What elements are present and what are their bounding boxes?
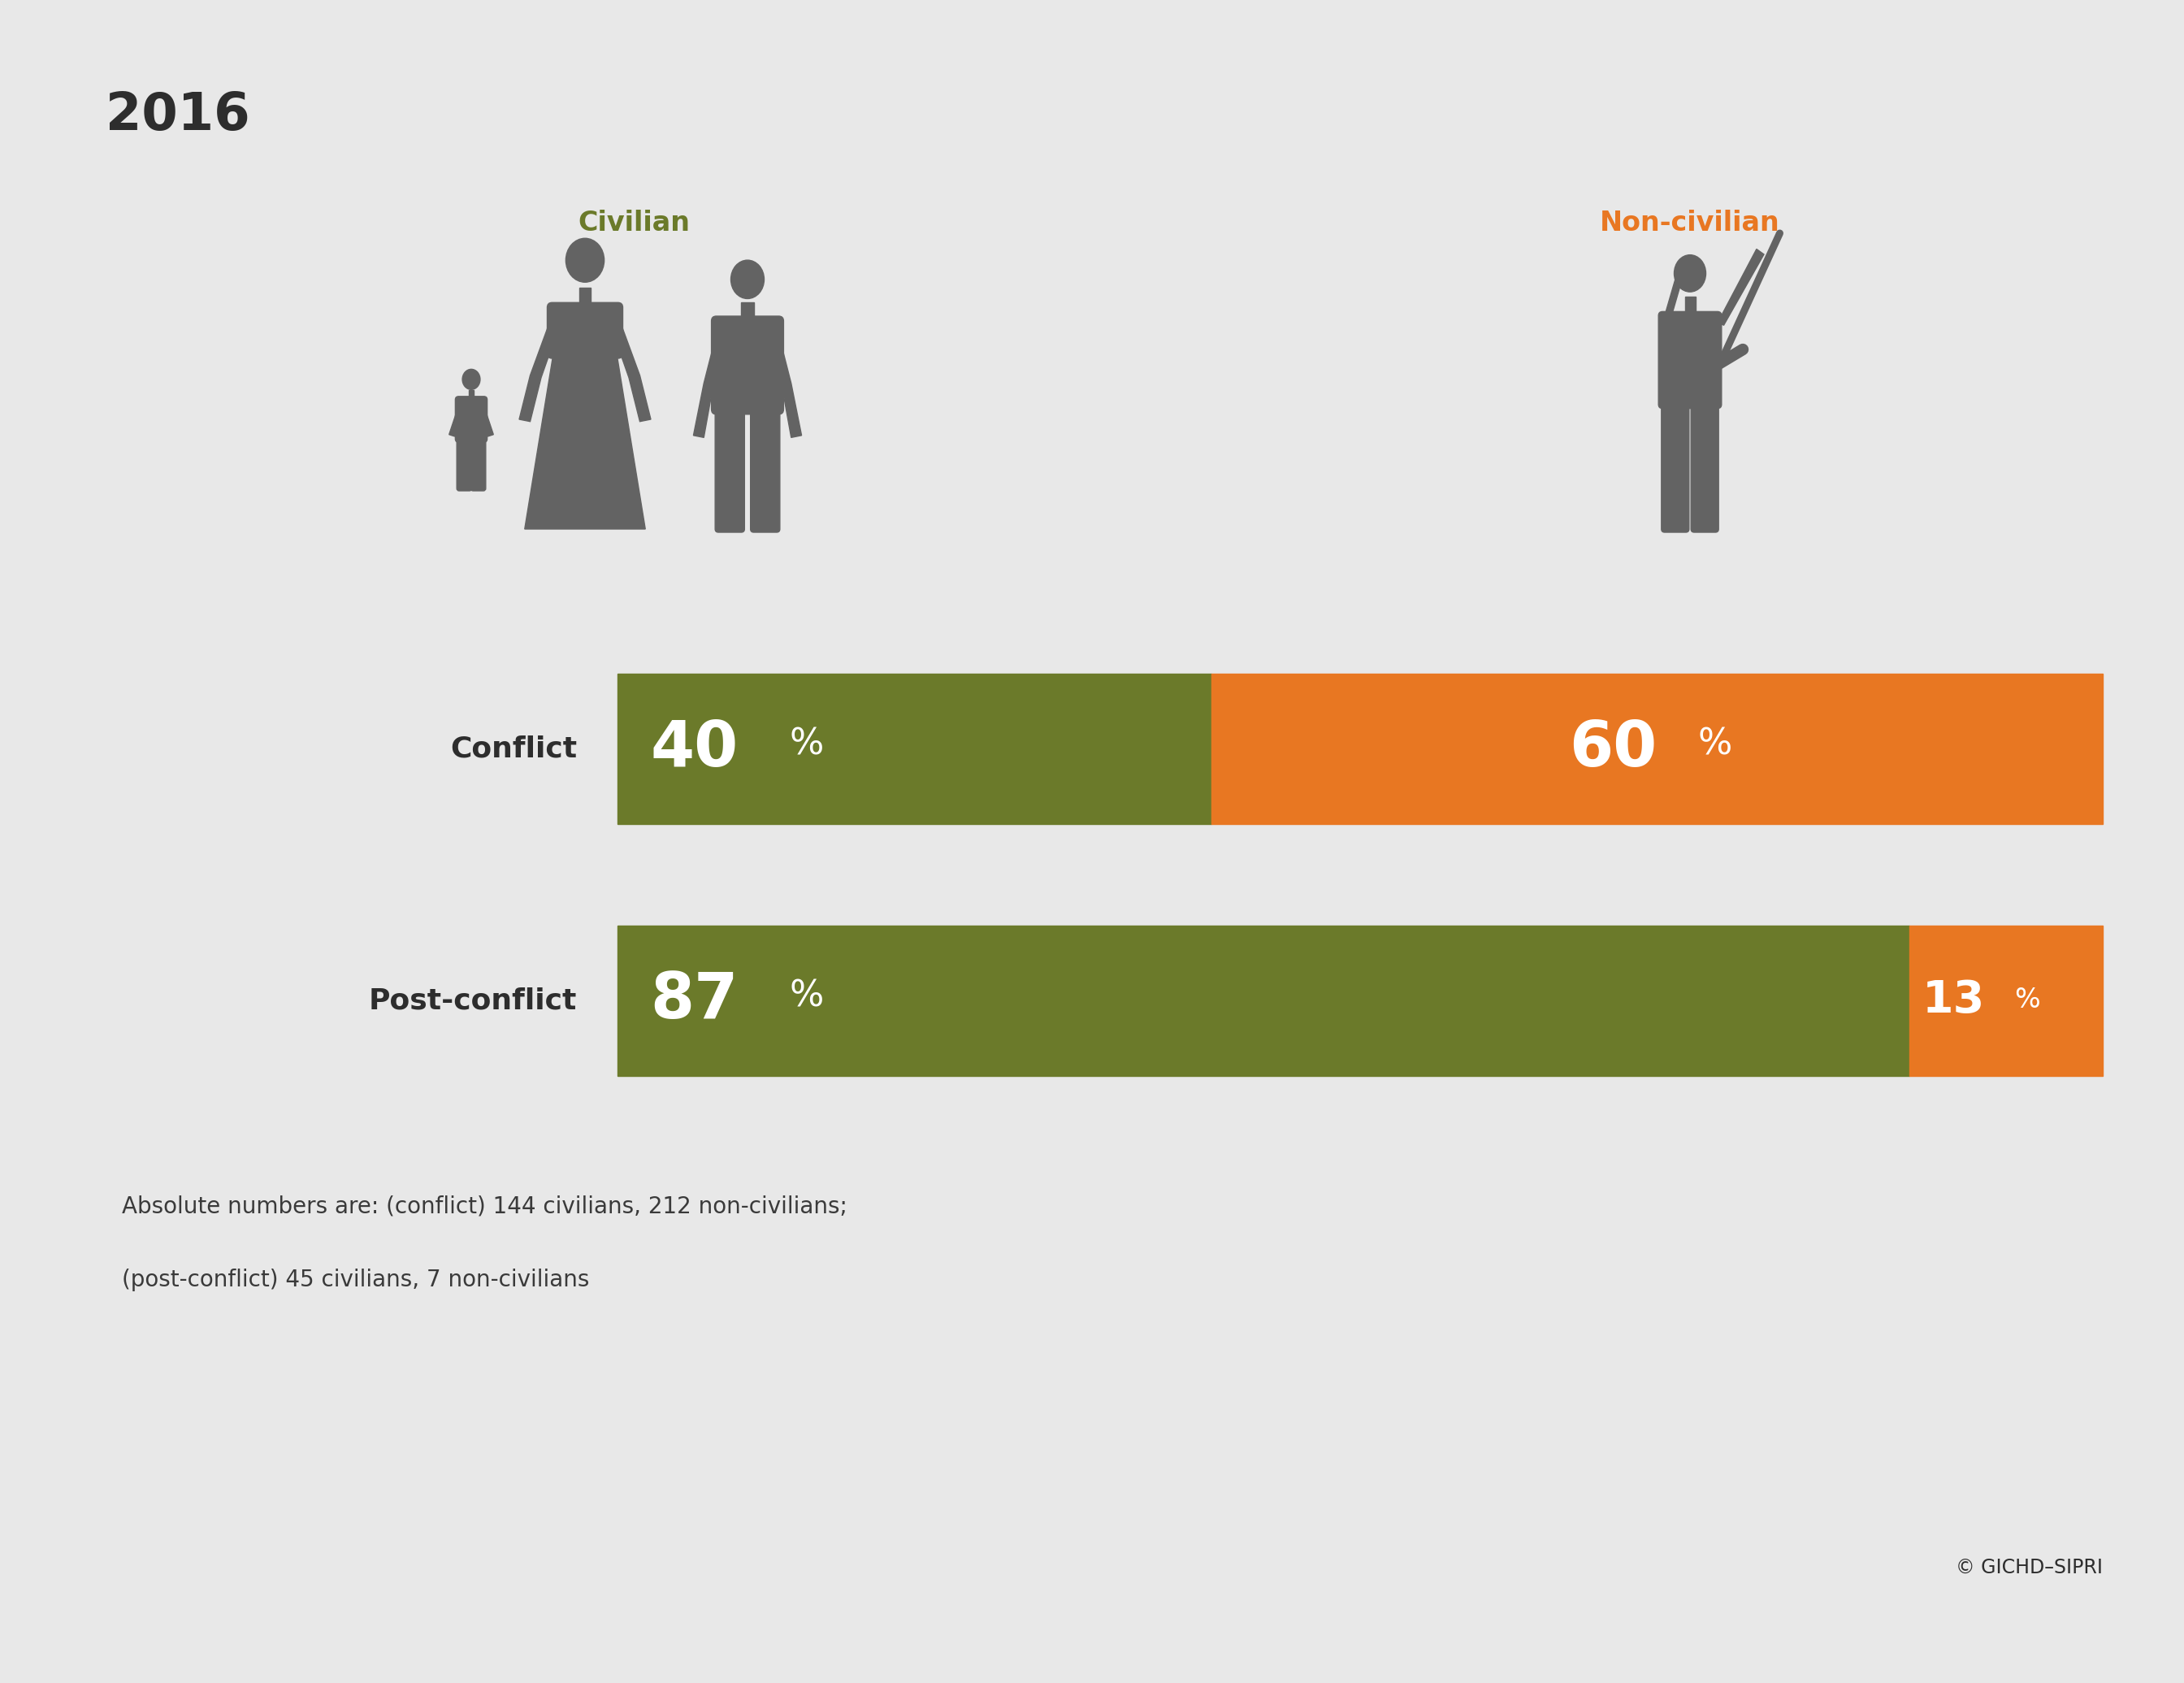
Text: Conflict: Conflict xyxy=(450,735,577,762)
Bar xyxy=(579,288,590,308)
FancyBboxPatch shape xyxy=(1690,399,1719,532)
Bar xyxy=(740,303,753,321)
Polygon shape xyxy=(520,310,563,421)
Polygon shape xyxy=(767,327,802,438)
Text: 87: 87 xyxy=(651,969,738,1032)
Text: %: % xyxy=(788,980,823,1013)
Bar xyxy=(1684,296,1695,316)
Bar xyxy=(618,673,1212,823)
Polygon shape xyxy=(1717,249,1765,325)
Polygon shape xyxy=(450,406,463,436)
FancyBboxPatch shape xyxy=(454,397,487,443)
Polygon shape xyxy=(478,406,494,436)
Polygon shape xyxy=(605,310,651,421)
FancyBboxPatch shape xyxy=(1662,399,1688,532)
Polygon shape xyxy=(692,327,727,438)
Text: Absolute numbers are: (conflict) 144 civilians, 212 non-civilians;: Absolute numbers are: (conflict) 144 civ… xyxy=(122,1195,847,1218)
Text: (post-conflict) 45 civilians, 7 non-civilians: (post-conflict) 45 civilians, 7 non-civi… xyxy=(122,1269,590,1291)
FancyBboxPatch shape xyxy=(712,316,784,414)
Ellipse shape xyxy=(463,369,480,389)
Text: 13: 13 xyxy=(1922,978,1985,1022)
Bar xyxy=(1909,926,2103,1075)
Text: 2016: 2016 xyxy=(105,91,249,141)
Polygon shape xyxy=(1662,264,1684,325)
FancyBboxPatch shape xyxy=(714,402,745,532)
Text: Non-civilian: Non-civilian xyxy=(1601,210,1780,237)
FancyBboxPatch shape xyxy=(456,434,472,491)
Text: 60: 60 xyxy=(1568,717,1658,779)
Text: Civilian: Civilian xyxy=(579,210,690,237)
Bar xyxy=(470,390,474,399)
Text: 40: 40 xyxy=(651,717,738,779)
FancyBboxPatch shape xyxy=(472,434,485,491)
Ellipse shape xyxy=(566,239,605,283)
Polygon shape xyxy=(524,308,644,528)
Text: Post-conflict: Post-conflict xyxy=(369,986,577,1015)
Bar xyxy=(618,926,1909,1075)
Ellipse shape xyxy=(1675,254,1706,291)
Text: © GICHD–SIPRI: © GICHD–SIPRI xyxy=(1955,1558,2103,1577)
Text: %: % xyxy=(1697,727,1732,762)
Text: %: % xyxy=(2014,986,2040,1013)
Ellipse shape xyxy=(732,261,764,298)
Text: %: % xyxy=(788,727,823,762)
FancyBboxPatch shape xyxy=(751,402,780,532)
FancyBboxPatch shape xyxy=(548,303,622,358)
Bar xyxy=(1212,673,2103,823)
FancyBboxPatch shape xyxy=(1658,311,1721,409)
